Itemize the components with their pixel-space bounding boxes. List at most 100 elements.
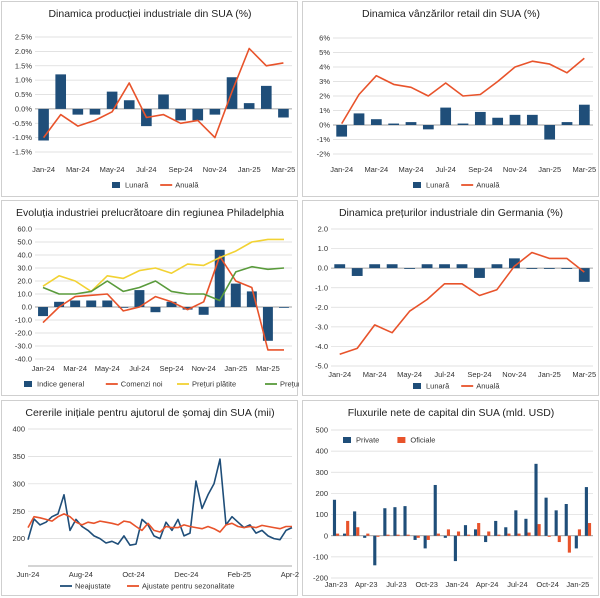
bar-private <box>544 497 548 536</box>
bar-lunară <box>439 264 450 269</box>
panel-philadelphia-manufacturing: Evoluția industriei prelucrătoare din re… <box>1 200 299 396</box>
bar-lunară <box>158 94 169 109</box>
bar-lunară <box>526 268 538 269</box>
y-tick-label: 10.0 <box>17 290 32 299</box>
y-tick-label: 1% <box>319 106 330 115</box>
legend-label: Anuală <box>476 181 500 190</box>
bar-lunară <box>543 268 555 269</box>
bar-private <box>484 535 488 543</box>
bar-lunară <box>192 108 204 121</box>
x-tick-label: Jan-24 <box>328 370 351 379</box>
bar-oficiale <box>386 534 390 536</box>
y-tick-label: 3% <box>319 77 330 86</box>
bar-private <box>514 510 518 536</box>
y-tick-label: -3.0 <box>315 322 328 331</box>
x-tick-label: Sep-24 <box>468 165 492 174</box>
bar-private <box>353 511 357 536</box>
bar-private <box>413 535 417 540</box>
legend-swatch <box>112 182 120 188</box>
y-tick-label: 2.0 <box>318 225 328 234</box>
bar-oficiale <box>396 534 400 536</box>
bar-lunară <box>544 125 556 140</box>
x-tick-label: Oct-23 <box>415 580 438 589</box>
bar-lunară <box>457 123 469 125</box>
x-tick-label: Sep-24 <box>159 364 183 373</box>
x-tick-label: Mar-25 <box>272 165 296 174</box>
x-tick-label: Jan-25 <box>238 165 261 174</box>
bar-private <box>403 506 407 536</box>
x-tick-label: Sep-24 <box>169 165 193 174</box>
chart-title: Cererile inițiale pentru ajutorul de șom… <box>25 407 274 419</box>
bar-private <box>534 463 538 536</box>
x-tick-label: Mar-25 <box>572 165 596 174</box>
line-comenzi-noi <box>42 255 284 351</box>
x-tick-label: Jan-25 <box>538 370 561 379</box>
bar-lunară <box>370 119 382 125</box>
y-tick-label: 400 <box>315 447 328 456</box>
bar-lunară <box>55 74 67 109</box>
bar-oficiale <box>537 524 541 536</box>
bar-lunară <box>492 117 504 125</box>
bar-private <box>524 518 528 536</box>
bar-lunară <box>421 264 433 269</box>
y-tick-label: 0.5% <box>15 90 32 99</box>
bar-indice-general <box>198 307 209 315</box>
y-tick-label: 0.0 <box>22 303 32 312</box>
bar-lunară <box>491 264 503 269</box>
bar-private <box>373 535 377 566</box>
bar-oficiale <box>517 533 521 536</box>
y-tick-label: -30.0 <box>15 342 32 351</box>
y-tick-label: -1.5% <box>12 148 32 157</box>
x-tick-label: Jan-24 <box>32 364 55 373</box>
y-tick-label: -5.0 <box>315 362 328 371</box>
x-tick-label: May-24 <box>397 370 422 379</box>
y-tick-label: 1.0 <box>318 244 328 253</box>
bar-private <box>383 508 387 536</box>
y-tick-label: 250 <box>12 507 25 516</box>
chart-jobless-claims: Cererile inițiale pentru ajutorul de șom… <box>12 407 299 591</box>
bar-indice-general <box>102 300 113 307</box>
x-tick-label: Jul-24 <box>434 370 454 379</box>
bar-oficiale <box>507 533 511 536</box>
x-tick-label: Jul-24 <box>129 364 149 373</box>
bar-oficiale <box>547 535 551 537</box>
bar-indice-general <box>54 301 65 307</box>
x-tick-label: Dec-24 <box>174 570 198 579</box>
legend-label: Ajustate pentru sezonalitate <box>142 582 235 591</box>
legend-label: Indice general <box>37 380 84 389</box>
bar-lunară <box>388 123 400 125</box>
x-tick-label: Jan-25 <box>566 580 589 589</box>
x-tick-label: Jul-24 <box>435 165 455 174</box>
y-tick-label: -10.0 <box>15 316 32 325</box>
bar-private <box>473 529 478 536</box>
panel-germany-producer-prices: Dinamica prețurilor industriale din Germ… <box>302 200 599 396</box>
y-tick-label: 0.0% <box>15 104 32 113</box>
bar-oficiale <box>487 531 491 536</box>
bar-oficiale <box>366 533 370 536</box>
line-neajustate <box>27 458 293 546</box>
bar-indice-general <box>182 307 193 310</box>
x-tick-label: Jan-24 <box>330 165 353 174</box>
legend-label: Oficiale <box>410 436 435 445</box>
bar-private <box>433 484 437 536</box>
bar-oficiale <box>426 535 430 540</box>
legend-label: Neajustate <box>75 582 111 591</box>
bar-oficiale <box>477 523 481 536</box>
bar-lunară <box>422 125 434 130</box>
bar-lunară <box>404 268 416 269</box>
bar-lunară <box>474 111 486 125</box>
legend-swatch <box>397 437 406 443</box>
legend-swatch <box>413 383 421 389</box>
chart-germany-producer-prices: Dinamica prețurilor industriale din Germ… <box>315 207 596 391</box>
bar-oficiale <box>346 520 350 536</box>
bar-lunară <box>353 113 365 125</box>
x-tick-label: Aug-24 <box>69 570 93 579</box>
bar-lunară <box>526 114 538 125</box>
y-tick-label: 40.0 <box>17 251 32 260</box>
bar-oficiale <box>356 527 360 536</box>
y-tick-label: -0.5% <box>12 119 32 128</box>
y-tick-label: 2.5% <box>15 33 32 42</box>
x-tick-label: Jan-24 <box>32 165 55 174</box>
legend-label: Prețuri plătite <box>192 380 236 389</box>
y-tick-label: 350 <box>12 452 25 461</box>
